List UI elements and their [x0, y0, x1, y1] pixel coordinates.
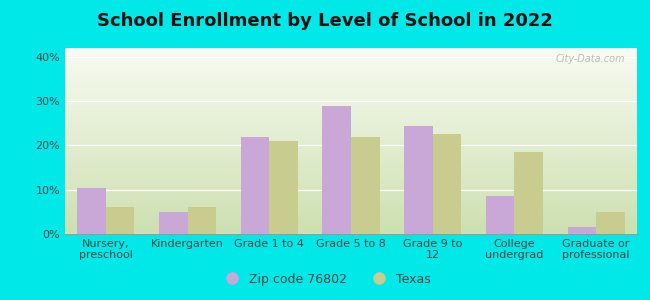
- Bar: [240, 136, 269, 234]
- Bar: [269, 141, 298, 234]
- Text: City-Data.com: City-Data.com: [556, 54, 625, 64]
- Bar: [404, 125, 433, 234]
- Bar: [188, 207, 216, 234]
- Bar: [322, 106, 351, 234]
- Text: School Enrollment by Level of School in 2022: School Enrollment by Level of School in …: [97, 12, 553, 30]
- Bar: [486, 196, 514, 234]
- Bar: [567, 227, 596, 234]
- Bar: [514, 152, 543, 234]
- Bar: [106, 207, 135, 234]
- Legend: Zip code 76802, Texas: Zip code 76802, Texas: [214, 268, 436, 291]
- Bar: [159, 212, 188, 234]
- Bar: [596, 212, 625, 234]
- Bar: [433, 134, 462, 234]
- Bar: [351, 136, 380, 234]
- Bar: [77, 188, 106, 234]
